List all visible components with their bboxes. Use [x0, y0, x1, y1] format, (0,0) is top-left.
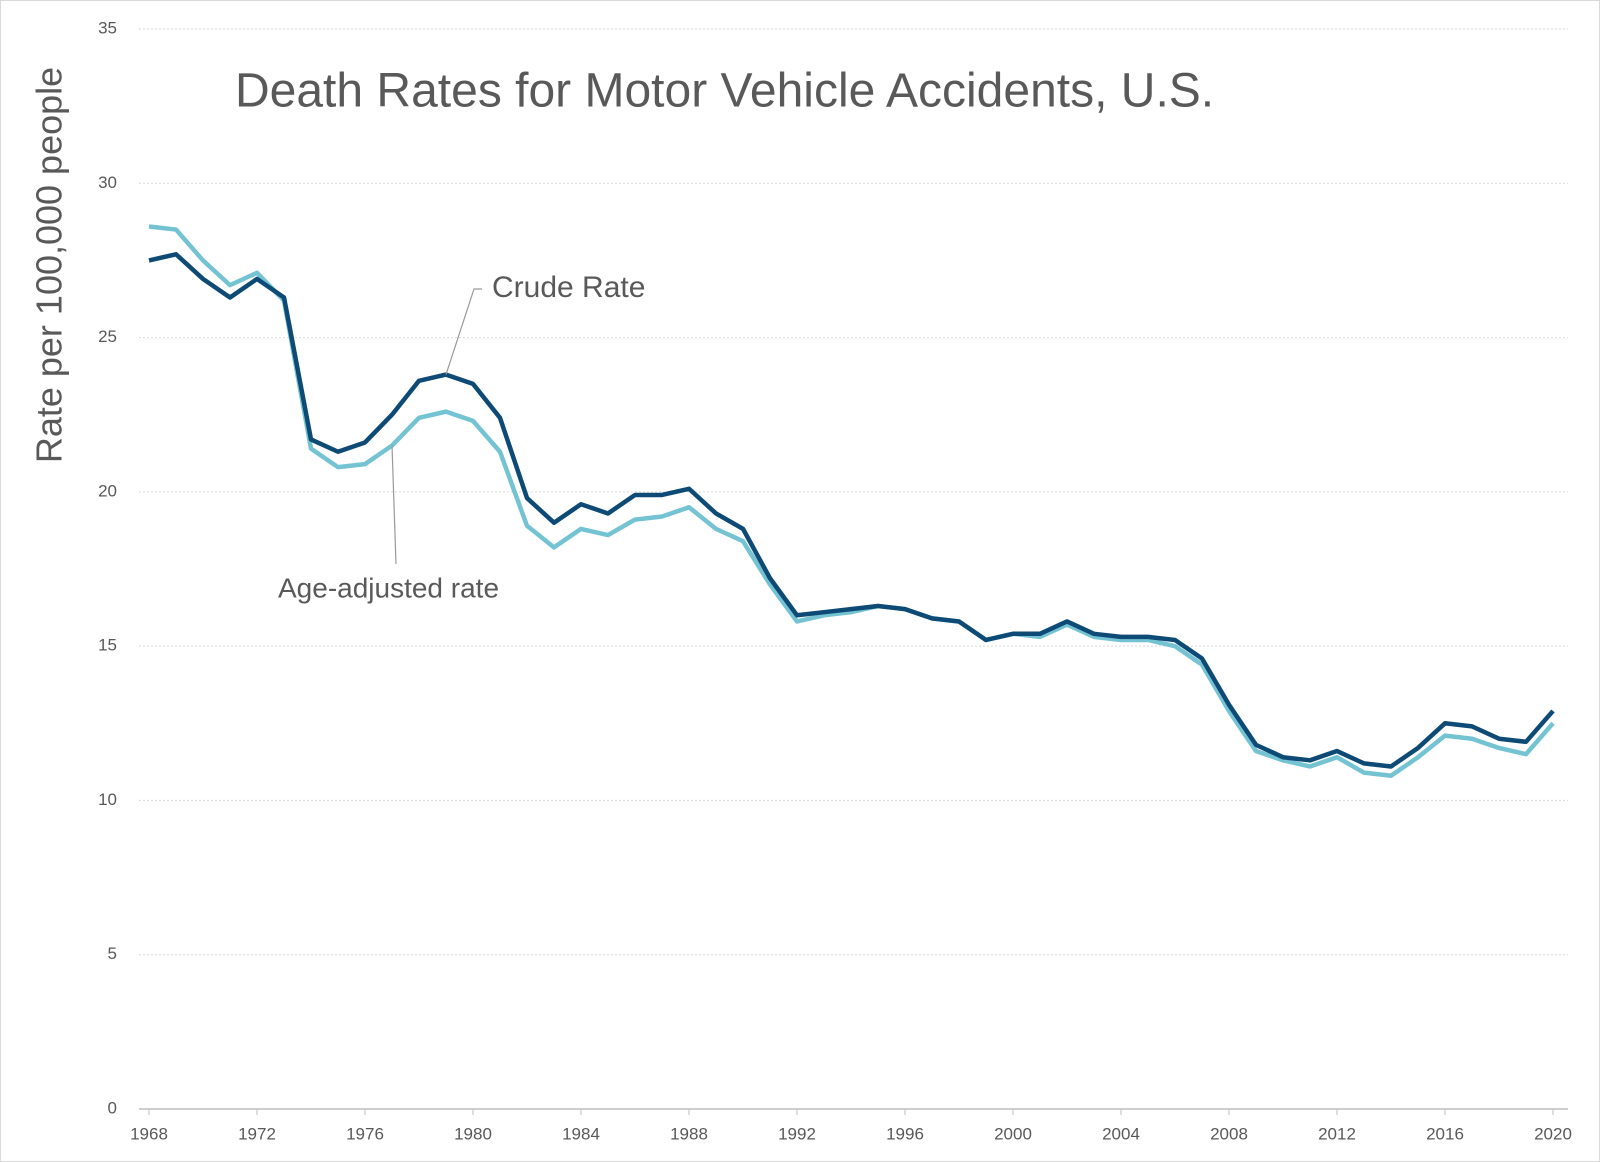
- x-tick-label: 2012: [1318, 1124, 1356, 1143]
- y-axis-label: Rate per 100,000 people: [29, 67, 70, 463]
- x-tick-label: 1992: [778, 1124, 816, 1143]
- y-tick-label: 35: [98, 18, 117, 37]
- y-tick-label: 25: [98, 327, 117, 346]
- x-tick-label: 2016: [1426, 1124, 1464, 1143]
- x-tick-label: 1976: [346, 1124, 384, 1143]
- x-tick-label: 1972: [238, 1124, 276, 1143]
- y-tick-label: 10: [98, 790, 117, 809]
- series-label: Crude Rate: [492, 271, 645, 304]
- y-tick-label: 5: [108, 944, 117, 963]
- x-tick-label: 1980: [454, 1124, 492, 1143]
- x-tick-label: 2008: [1210, 1124, 1248, 1143]
- x-tick-label: 1988: [670, 1124, 708, 1143]
- line-series: [148, 252, 1555, 769]
- leader-line: [391, 445, 397, 565]
- y-tick-label: 0: [108, 1098, 117, 1117]
- y-tick-label: 15: [98, 636, 117, 655]
- chart-title: Death Rates for Motor Vehicle Accidents,…: [235, 65, 1214, 118]
- x-tick-label: 1984: [562, 1124, 600, 1143]
- y-tick-label: 30: [98, 173, 117, 192]
- series-label: Age-adjusted rate: [278, 572, 499, 603]
- x-tick-label: 2004: [1102, 1124, 1140, 1143]
- line-series: [148, 224, 1555, 778]
- x-tick-label: 1996: [886, 1124, 924, 1143]
- y-tick-label: 20: [98, 481, 117, 500]
- x-tick-label: 1968: [130, 1124, 168, 1143]
- x-tick-label: 2000: [994, 1124, 1032, 1143]
- x-tick-label: 2020: [1534, 1124, 1572, 1143]
- leader-line: [445, 288, 482, 375]
